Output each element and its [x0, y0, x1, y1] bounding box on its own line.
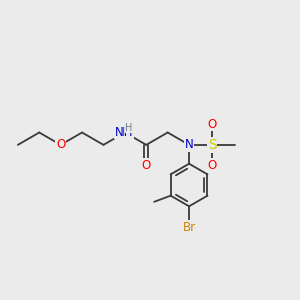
Text: S: S [208, 138, 217, 152]
Text: Br: Br [182, 221, 196, 234]
Text: O: O [208, 159, 217, 172]
Text: N: N [185, 138, 194, 152]
Text: O: O [142, 159, 151, 172]
Text: O: O [208, 118, 217, 131]
Text: O: O [56, 138, 65, 152]
Text: N: N [114, 126, 123, 139]
Text: NH: NH [116, 126, 134, 139]
Text: H: H [125, 123, 133, 134]
